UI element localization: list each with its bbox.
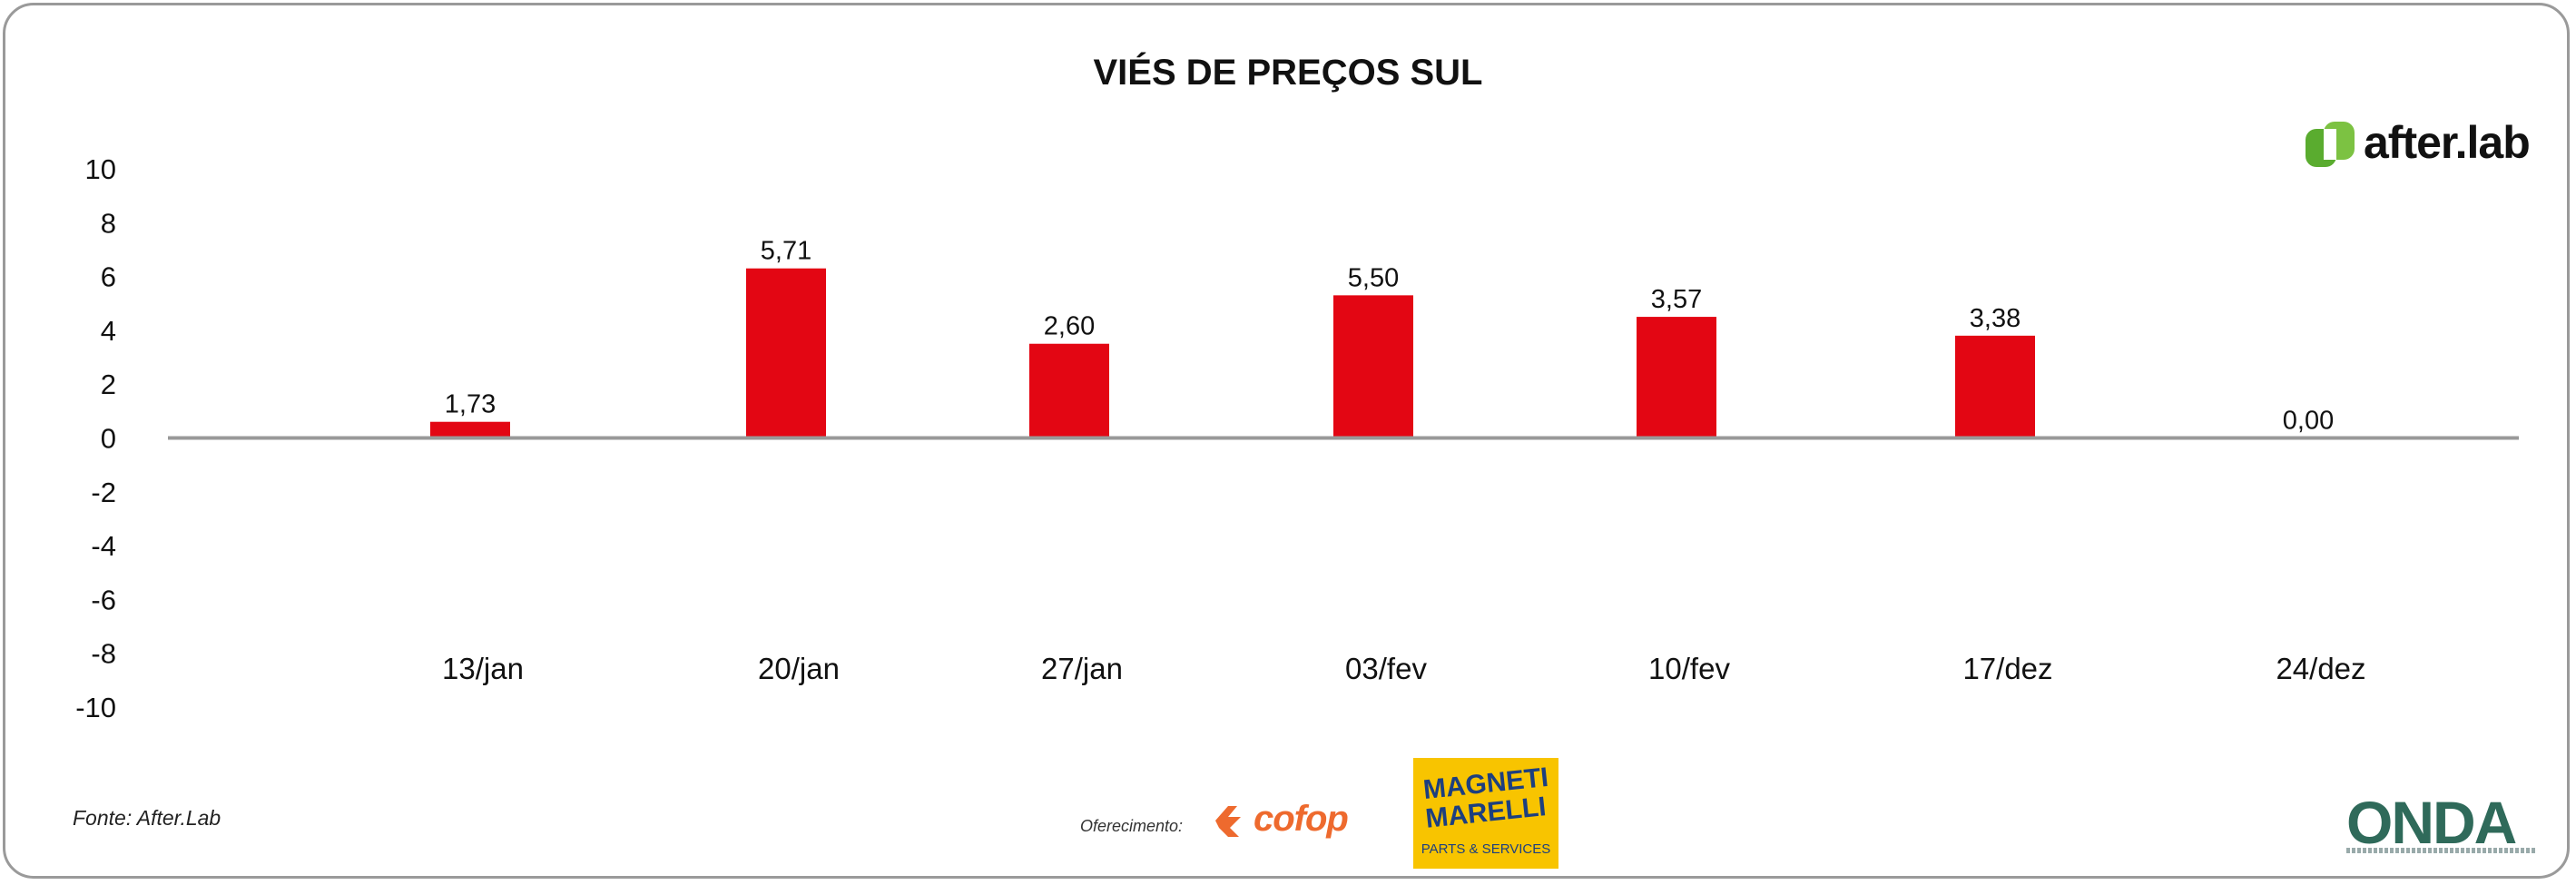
y-tick-label: -4 (91, 530, 116, 562)
magneti-line3: PARTS & SERVICES (1421, 841, 1551, 857)
x-tick-label: 13/jan (442, 652, 524, 685)
sponsor-label: Oferecimento: (1080, 817, 1184, 835)
after-lab-wordmark: after.lab (2364, 117, 2531, 168)
bar (1029, 343, 1109, 438)
x-tick-label: 24/dez (2276, 652, 2365, 685)
bar (430, 421, 510, 438)
bar (1637, 317, 1716, 438)
y-tick-label: 8 (101, 207, 116, 239)
y-tick-label: -2 (91, 477, 116, 508)
after-lab-mark-icon (2306, 122, 2355, 167)
onda-tagline-decoration (2346, 848, 2537, 853)
data-label: 3,38 (1970, 304, 2020, 333)
cofop-logo: cofop (1212, 797, 1384, 842)
data-label: 5,71 (761, 237, 811, 266)
data-label: 5,50 (1348, 263, 1399, 292)
chart-title: VIÉS DE PREÇOS SUL (1093, 53, 1483, 93)
y-tick-label: 10 (85, 153, 116, 185)
onda-logo: ONDA (2346, 788, 2537, 860)
x-tick-label: 20/jan (758, 652, 840, 685)
y-tick-label: 0 (101, 423, 116, 455)
cofop-wordmark: cofop (1254, 799, 1349, 839)
y-tick-label: 2 (101, 369, 116, 400)
data-label: 2,60 (1044, 312, 1095, 341)
after-lab-logo: after.lab (2306, 116, 2560, 180)
source-note: Fonte: After.Lab (73, 806, 221, 830)
bar (1955, 335, 2035, 438)
x-tick-label: 03/fev (1345, 652, 1427, 685)
bar (1333, 295, 1413, 438)
y-tick-label: 6 (101, 261, 116, 293)
data-label: 0,00 (2283, 407, 2334, 436)
onda-wordmark: ONDA (2346, 789, 2517, 856)
y-tick-label: -8 (91, 638, 116, 670)
x-tick-label: 10/fev (1648, 652, 1730, 685)
x-tick-label: 27/jan (1041, 652, 1123, 685)
data-label: 1,73 (445, 390, 496, 419)
data-label: 3,57 (1651, 285, 1702, 314)
cofop-mark-icon (1215, 806, 1241, 837)
x-tick-label: 17/dez (1962, 652, 2052, 685)
y-tick-label: 4 (101, 315, 116, 347)
magneti-marelli-logo: MAGNETI MARELLI PARTS & SERVICES (1413, 758, 1558, 869)
bar (746, 268, 826, 438)
y-tick-label: -10 (75, 692, 116, 723)
chart-frame (3, 3, 2570, 879)
y-tick-label: -6 (91, 584, 116, 615)
